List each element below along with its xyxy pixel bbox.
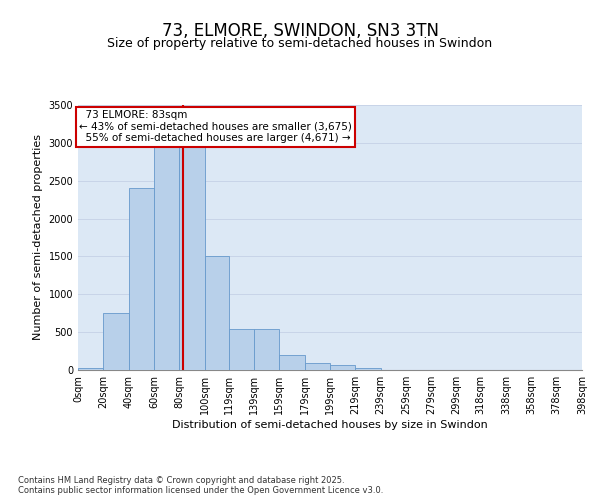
Bar — [205, 256, 229, 370]
Bar — [229, 329, 254, 370]
Bar — [305, 363, 330, 370]
Bar — [154, 146, 179, 370]
Bar — [179, 146, 205, 370]
Bar — [355, 368, 380, 370]
Text: 73 ELMORE: 83sqm
← 43% of semi-detached houses are smaller (3,675)
  55% of semi: 73 ELMORE: 83sqm ← 43% of semi-detached … — [79, 110, 352, 144]
Y-axis label: Number of semi-detached properties: Number of semi-detached properties — [33, 134, 43, 340]
Bar — [280, 355, 305, 370]
Bar — [128, 188, 154, 370]
Text: Contains HM Land Registry data © Crown copyright and database right 2025.
Contai: Contains HM Land Registry data © Crown c… — [18, 476, 383, 495]
Text: 73, ELMORE, SWINDON, SN3 3TN: 73, ELMORE, SWINDON, SN3 3TN — [161, 22, 439, 40]
X-axis label: Distribution of semi-detached houses by size in Swindon: Distribution of semi-detached houses by … — [172, 420, 488, 430]
Bar — [254, 329, 280, 370]
Bar — [103, 313, 128, 370]
Bar — [330, 366, 355, 370]
Text: Size of property relative to semi-detached houses in Swindon: Size of property relative to semi-detach… — [107, 38, 493, 51]
Bar — [78, 368, 103, 370]
